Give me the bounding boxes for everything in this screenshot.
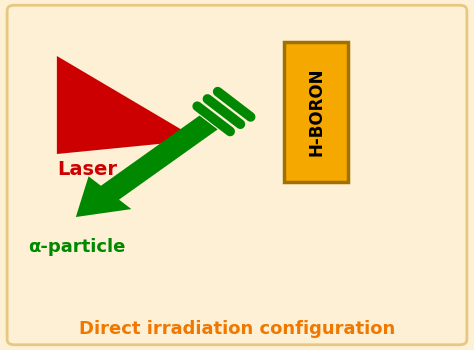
FancyArrow shape (76, 116, 218, 217)
Polygon shape (57, 56, 199, 154)
Text: H-BORON: H-BORON (308, 68, 325, 156)
Bar (284, 42, 348, 182)
Text: Laser: Laser (57, 160, 117, 179)
Text: α-particle: α-particle (28, 238, 126, 256)
FancyBboxPatch shape (7, 5, 467, 345)
Text: Direct irradiation configuration: Direct irradiation configuration (79, 320, 395, 338)
